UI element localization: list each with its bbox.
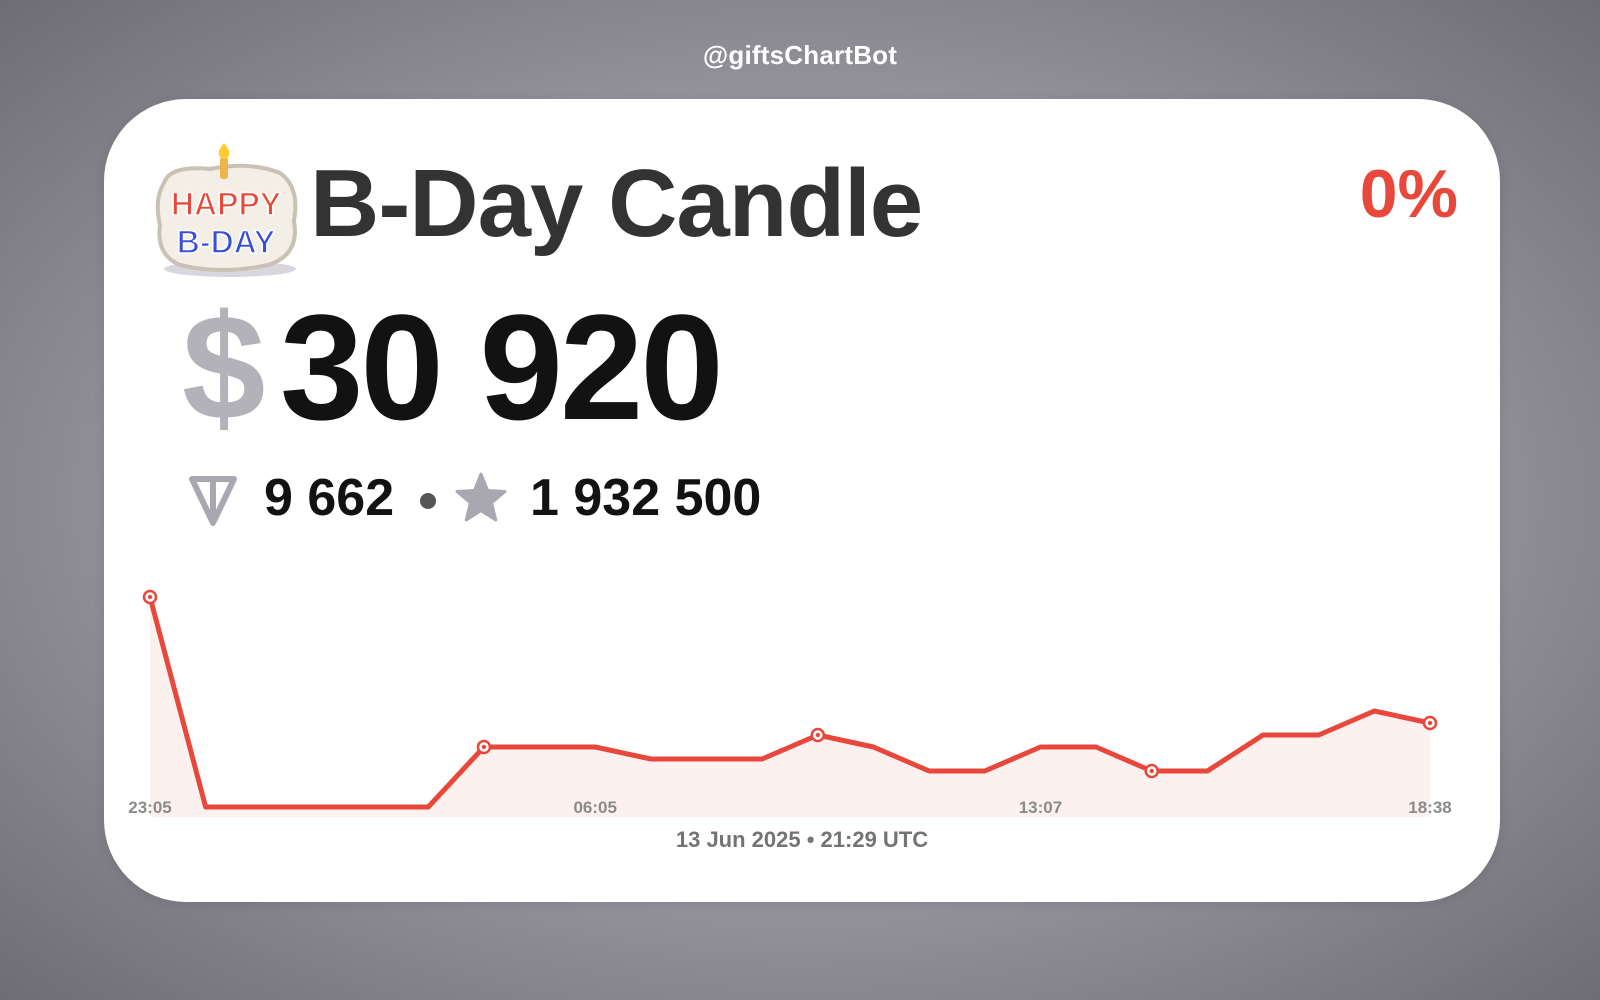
chart-point-dot (1427, 720, 1433, 726)
separator-dot (420, 493, 436, 509)
chart-point-dot (1149, 768, 1154, 774)
chart-point-dot (815, 732, 821, 738)
star-icon (455, 472, 507, 522)
ton-icon (189, 476, 237, 526)
stars-price: 1 932 500 (530, 469, 762, 527)
x-tick-label: 18:38 (1408, 798, 1451, 817)
svg-text:HAPPY: HAPPY (171, 186, 281, 222)
x-tick-label: 13:07 (1019, 798, 1062, 817)
chart-price-line (147, 594, 1433, 810)
dollar-sign: $ (182, 283, 266, 451)
chart-point-dot (481, 744, 487, 750)
price-change-percent: 0% (1359, 156, 1458, 232)
gift-name: B-Day Candle (310, 150, 923, 257)
svg-text:B-DAY: B-DAY (177, 224, 275, 260)
ton-price: 9 662 (264, 469, 395, 527)
usd-price: 30 920 (280, 283, 724, 451)
brand-handle: @giftsChartBot (702, 40, 898, 70)
chart-area-fill (150, 597, 1430, 817)
timestamp: 13 Jun 2025 • 21:29 UTC (675, 827, 929, 852)
happy-bday-candle-cake-icon: HAPPY B-DAY (155, 143, 298, 277)
gift-price-card: HAPPY B-DAY B-Day Candle 0% $ 30 920 9 6… (104, 99, 1500, 902)
chart-point-dot (147, 594, 153, 600)
price-chart: 23:05 06:05 13:07 18:38 (128, 589, 1452, 817)
x-tick-label: 23:05 (128, 798, 171, 817)
x-tick-label: 06:05 (573, 798, 616, 817)
